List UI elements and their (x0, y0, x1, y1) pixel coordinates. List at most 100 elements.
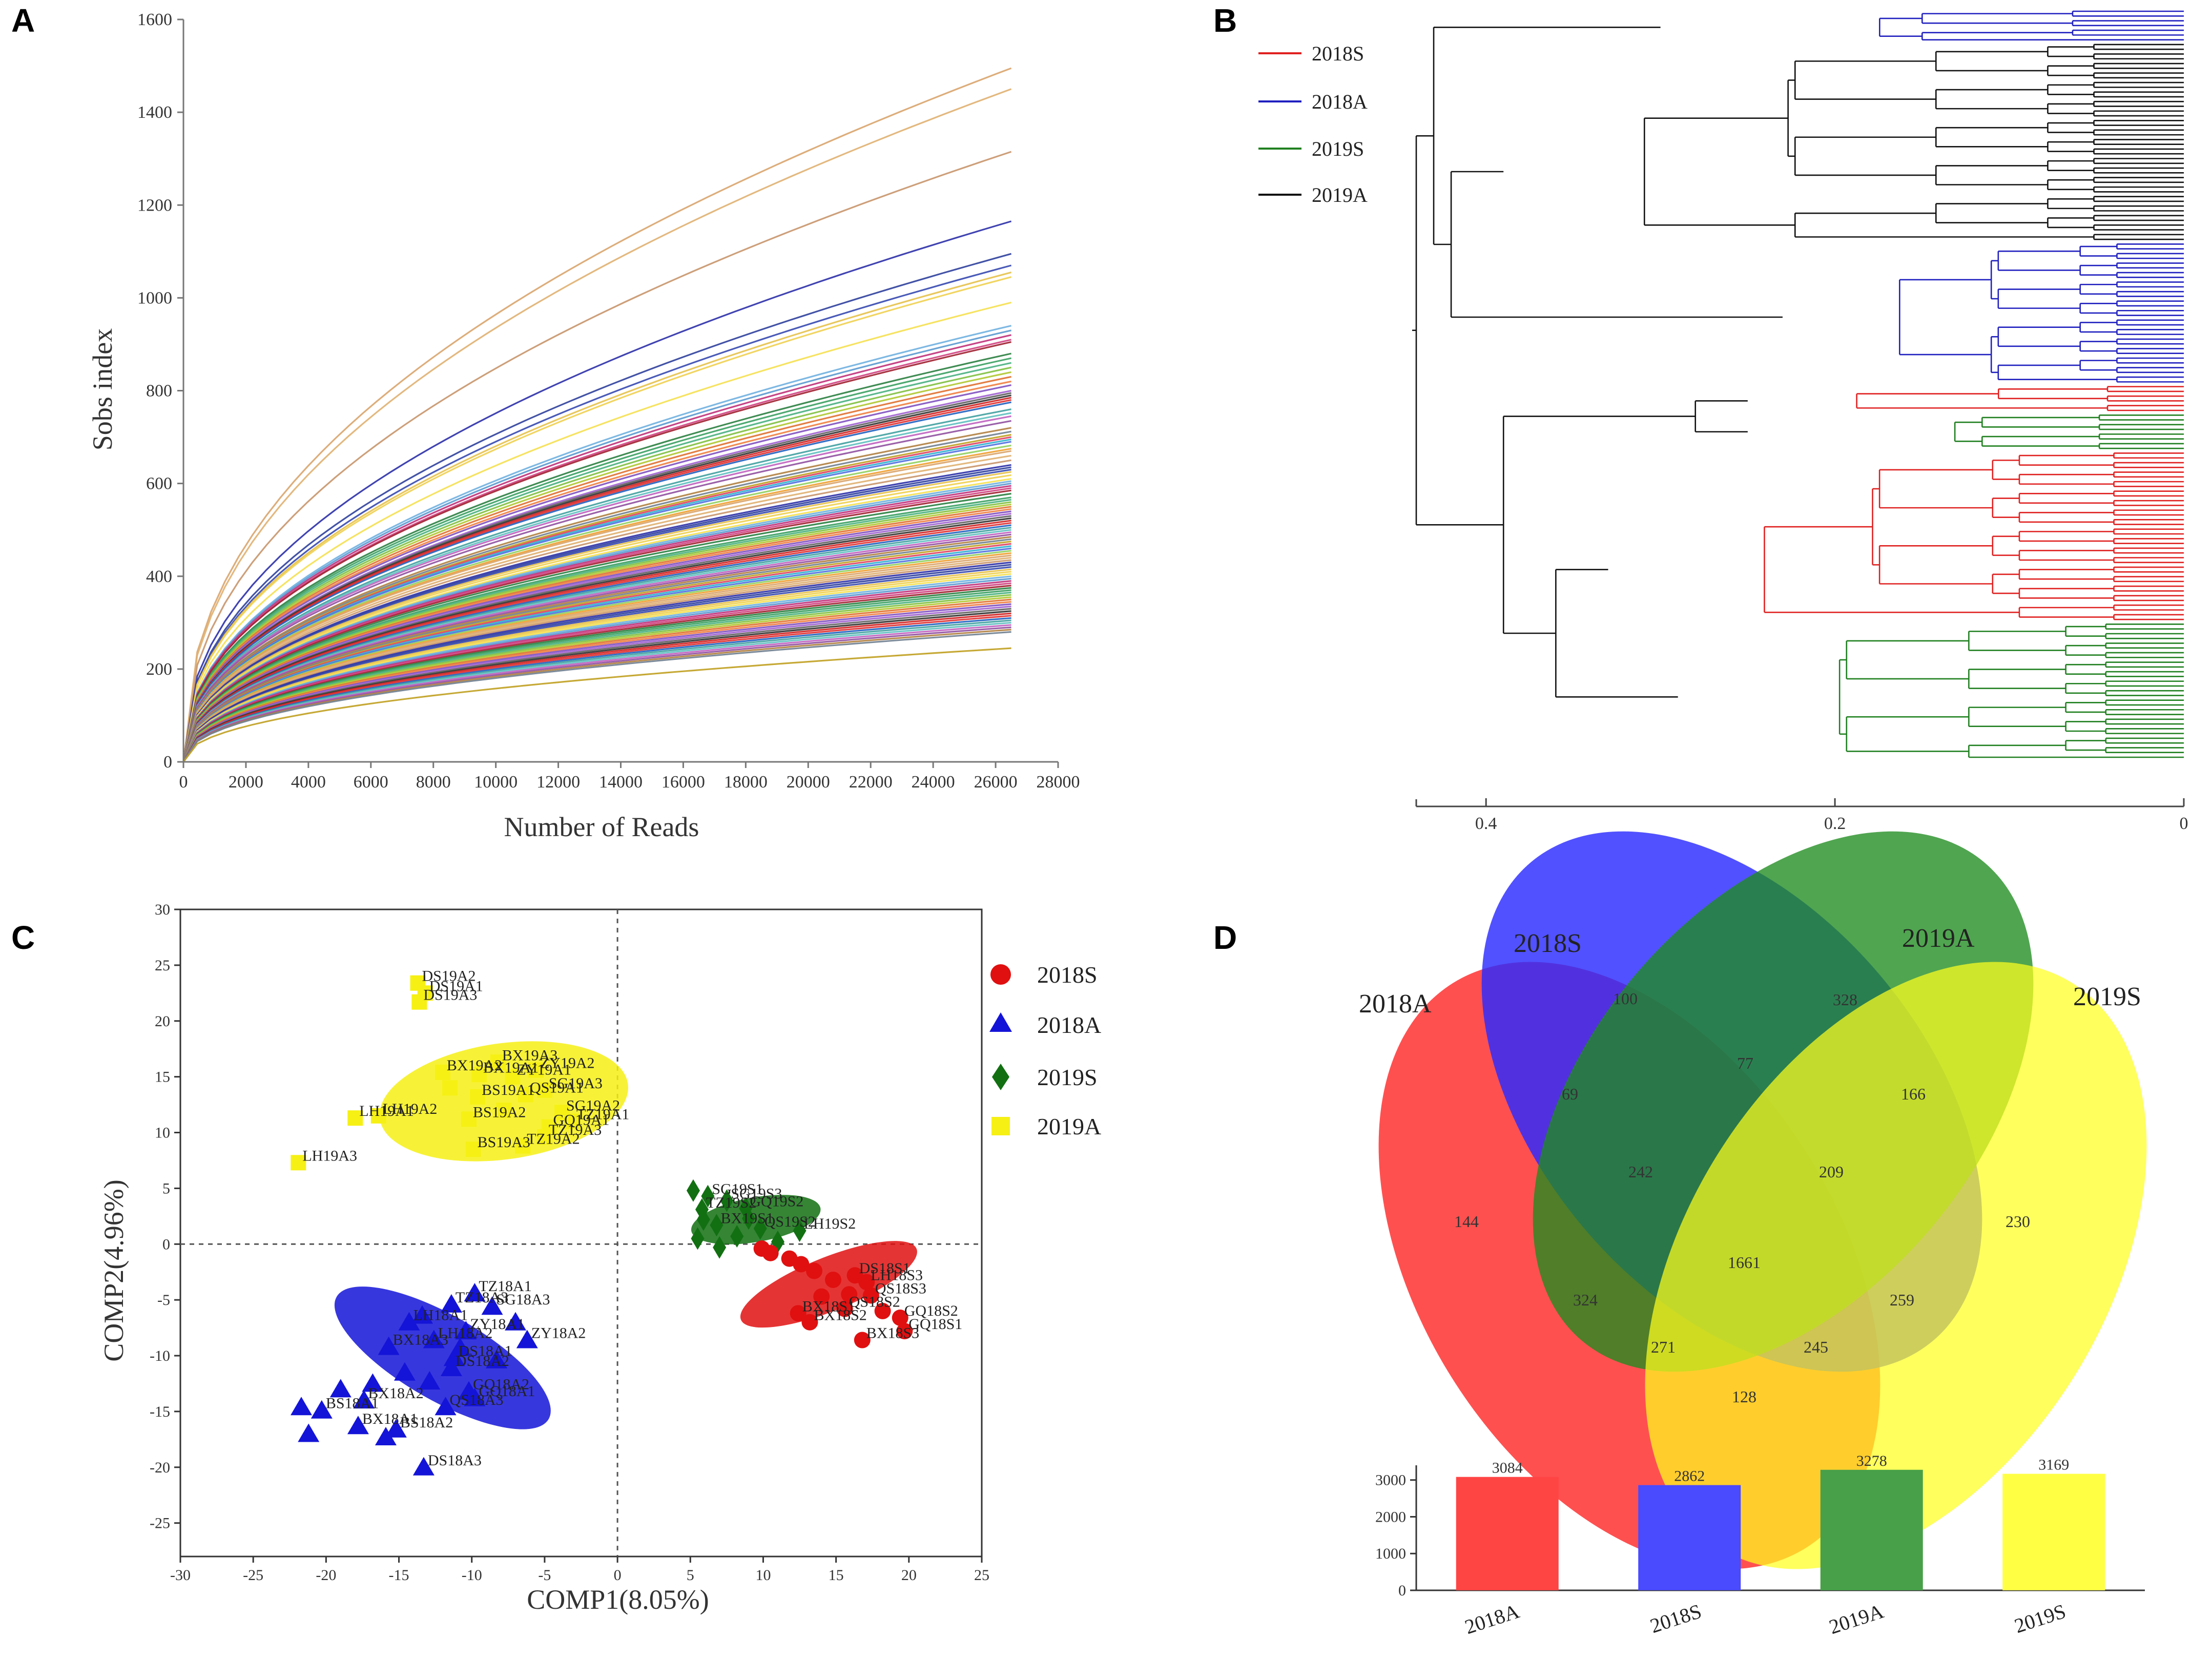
venn-count-all-four: 1661 (1728, 1253, 1761, 1272)
x-tick-label: -30 (170, 1567, 191, 1584)
rarefaction-curve (182, 503, 1011, 762)
legend-marker-2019s (992, 1064, 1009, 1090)
point-2018a (435, 1397, 457, 1416)
point-label: ZY19A1 (516, 1062, 571, 1078)
point-label: DS19A2 (422, 968, 476, 985)
rarefaction-curve (182, 420, 1011, 762)
rarefaction-curve (182, 380, 1011, 762)
rarefaction-curve (182, 352, 1011, 762)
y-tick-label: -25 (150, 1515, 170, 1532)
dendrogram-axis: 0.4 0.2 0 (1415, 798, 2188, 833)
rarefaction-curve (182, 522, 1011, 762)
rarefaction-curve (182, 264, 1012, 762)
legend-label-2018a: 2018A (1037, 1012, 1101, 1038)
point-2019a (564, 1113, 580, 1129)
rarefaction-curve (182, 366, 1011, 762)
point-2018a (449, 1337, 471, 1356)
rarefaction-curve (182, 489, 1011, 762)
rarefaction-curve (182, 499, 1011, 762)
rarefaction-curve (182, 466, 1011, 762)
point-label: TZ19A1 (576, 1106, 629, 1123)
rarefaction-curve (182, 594, 1011, 762)
point-2018s (874, 1302, 891, 1319)
bar-y-tick-label: 2000 (1375, 1508, 1406, 1525)
rarefaction-curve (182, 339, 1011, 762)
legend-label-2018s: 2018S (1312, 42, 1364, 65)
point-2019a (528, 1062, 544, 1078)
point-2018a (362, 1373, 384, 1392)
rarefaction-curve (182, 334, 1011, 762)
x-tick-label: 10000 (474, 773, 518, 792)
rarefaction-curve (182, 603, 1011, 762)
legend-marker-2018s (990, 964, 1011, 985)
point-2018s (805, 1262, 822, 1279)
point-2019a (471, 1067, 487, 1083)
rarefaction-curve (182, 483, 1011, 762)
point-label: LH18A1 (413, 1307, 468, 1324)
rarefaction-curve (182, 589, 1011, 762)
rarefaction-curve (182, 577, 1011, 762)
venn-title-2019s: 2019S (2073, 982, 2141, 1011)
point-label: BX18S3 (866, 1325, 919, 1342)
point-label: QS18S3 (875, 1280, 926, 1297)
point-2018a (347, 1416, 369, 1435)
bar-value-label: 2862 (1674, 1468, 1705, 1485)
venn-count-2019a-only: 328 (1833, 990, 1857, 1009)
point-label: BX19S1 (720, 1210, 773, 1227)
rarefaction-curve (182, 357, 1011, 762)
rarefaction-curve (182, 591, 1011, 762)
point-2019s (742, 1207, 756, 1230)
rarefaction-curve (182, 496, 1011, 762)
rarefaction-curve (182, 582, 1011, 762)
x-tick-label: 22000 (849, 773, 893, 792)
point-2018a (464, 1283, 486, 1302)
x-tick-label: 24000 (912, 773, 955, 792)
point-label: QS19S2 (764, 1213, 816, 1230)
y-tick-label: 10 (155, 1125, 170, 1142)
rarefaction-curve (182, 512, 1011, 762)
venn-count-2018s-only: 100 (1613, 989, 1638, 1008)
point-2018s (753, 1240, 770, 1257)
point-2018s (896, 1323, 913, 1340)
y-tick-label: 600 (146, 474, 172, 493)
bar-y-tick-label: 0 (1398, 1582, 1406, 1599)
x-tick-label: 10 (755, 1567, 771, 1584)
rarefaction-curve (182, 376, 1011, 762)
x-tick-label: 16000 (661, 773, 705, 792)
point-label: GQ18A1 (479, 1383, 535, 1400)
dendrogram-tick-label: 0.4 (1475, 814, 1497, 833)
x-tick-label: -5 (538, 1567, 551, 1584)
panel-d: D 2018A 2018S 2019A 2019S 144 100 328 23… (1213, 831, 2147, 1638)
point-label: TZ18A3 (456, 1289, 508, 1306)
rarefaction-curve (182, 559, 1011, 762)
rarefaction-curve (182, 541, 1011, 762)
rarefaction-curve (182, 401, 1011, 762)
point-label: BS18A1 (326, 1395, 379, 1412)
x-tick-label: -10 (462, 1567, 482, 1584)
rarefaction-curve (182, 454, 1011, 762)
x-tick-label: 14000 (599, 773, 643, 792)
point-2018a (291, 1397, 313, 1416)
venn-ellipse-2019s (1645, 962, 2147, 1569)
rarefaction-curve (182, 439, 1011, 762)
point-label: ZY19A2 (540, 1055, 595, 1072)
point-label: BS18A2 (400, 1414, 453, 1431)
point-label: DS18A1 (459, 1342, 512, 1359)
point-2019a (505, 1069, 521, 1085)
point-label: BS19A1 (482, 1082, 534, 1098)
point-2019s (701, 1185, 715, 1208)
x-tick-label: 0 (179, 773, 188, 792)
rarefaction-curve (182, 220, 1012, 762)
rarefaction-curve (182, 606, 1011, 762)
point-2019s (686, 1179, 700, 1202)
y-tick-label: -10 (150, 1347, 170, 1364)
x-tick-label: 4000 (291, 773, 326, 792)
point-2018s (892, 1309, 908, 1326)
rarefaction-curve (182, 626, 1011, 762)
point-label: BX18A1 (362, 1410, 418, 1427)
point-2019a (541, 1119, 557, 1135)
rarefaction-curve (182, 515, 1011, 762)
point-label: BX19A1 (483, 1059, 539, 1076)
point-label: BX19A3 (502, 1047, 557, 1064)
point-2019a (536, 1082, 552, 1098)
